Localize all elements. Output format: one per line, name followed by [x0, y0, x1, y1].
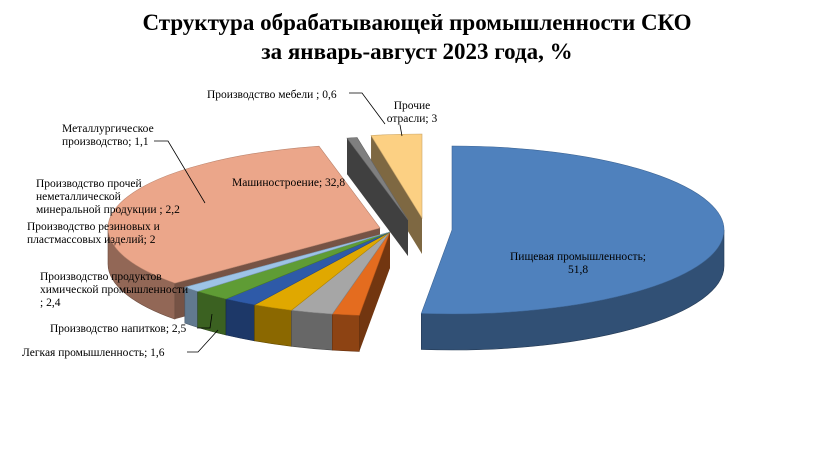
slice-side [332, 313, 360, 352]
slice-side [225, 298, 255, 342]
slice-label: Машиностроение; 32,8 [232, 177, 345, 189]
slice-label: Производство продуктов химической промышл… [40, 271, 188, 309]
leader-line [197, 313, 213, 329]
chart-title-line-1: Структура обрабатывающей промышленности … [142, 10, 692, 35]
pie-slice [346, 137, 409, 221]
slice-wall [371, 135, 422, 254]
slice-label: Производство прочей неметаллической минера… [36, 178, 180, 216]
pie-slice [107, 145, 381, 284]
leader-line [399, 124, 403, 137]
slice-label: Металлургическое производство; 1,1 [62, 123, 154, 148]
pie-slices-layer [107, 133, 725, 316]
leader-line [187, 329, 219, 353]
pie-slice [420, 145, 725, 315]
chart-title: Структура обрабатывающей промышленности … [0, 8, 834, 66]
leader-lines-layer [154, 92, 403, 353]
slice-label: Пищевая промышленность; 51,8 [510, 251, 646, 276]
leader-line [154, 140, 206, 204]
slice-side [254, 304, 292, 347]
slice-label: Производство мебели ; 0,6 [207, 89, 337, 101]
slice-label: Прочие отрасли; 3 [387, 100, 438, 125]
pie-slice [183, 231, 391, 292]
leader-line [349, 92, 386, 125]
slice-side [291, 309, 333, 351]
slice-label: Производство резиновых и пластмассовых из… [27, 221, 160, 246]
slice-labels-layer: Пищевая промышленность; 51,8 Легкая промыш… [22, 89, 646, 359]
slice-label: Легкая промышленность; 1,6 [22, 347, 165, 359]
slice-label: Производство напитков; 2,5 [50, 323, 187, 335]
chart-title-line-2: за январь-август 2023 года, % [261, 39, 573, 64]
pie-slice [370, 133, 423, 220]
